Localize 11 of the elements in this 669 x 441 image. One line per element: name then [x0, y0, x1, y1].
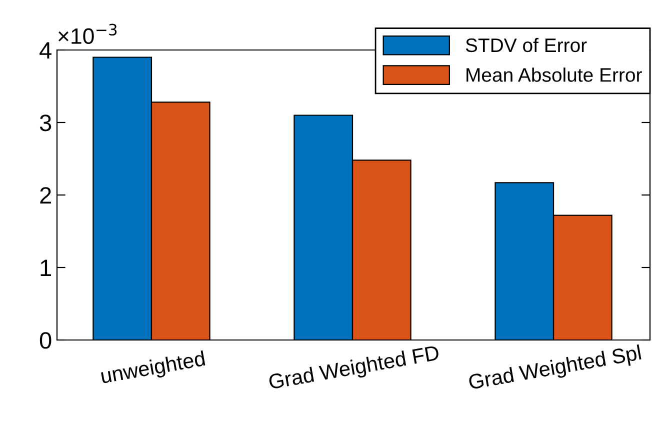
y-tick-label: 4 [40, 42, 52, 59]
x-tick-label: Grad Weighted Spl [468, 344, 642, 394]
x-tick-label: unweighted [100, 350, 206, 388]
y-tick-label: 3 [40, 114, 52, 132]
y-tick-label: 1 [40, 260, 51, 276]
x-tick-label: Grad Weighted FD [268, 344, 440, 394]
legend-label: STDV of Error [466, 38, 587, 52]
legend-label: Mean Absolute Error [466, 68, 642, 82]
y-tick-label: 0 [40, 332, 52, 349]
y-tick-label: 2 [40, 187, 51, 204]
text: ×10$^{−3}$ [58, 24, 117, 44]
